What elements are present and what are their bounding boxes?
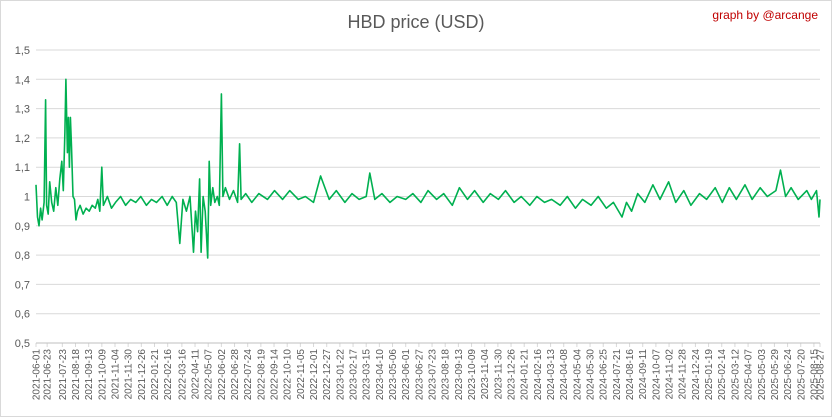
chart-title: HBD price (USD) [347,12,485,32]
x-tick-label: 2022-11-05 [296,349,307,400]
y-tick-label: 1,4 [15,74,30,86]
x-tick-label: 2021-12-26 [137,349,148,401]
x-tick-label: 2022-01-21 [150,349,161,401]
x-tick-label: 2021-07-23 [58,349,69,401]
x-tick-label: 2023-06-27 [414,349,425,401]
x-tick-label: 2023-03-15 [362,349,373,401]
y-tick-label: 1,3 [15,104,30,116]
x-tick-label: 2022-10-10 [283,349,294,401]
x-tick-label: 2025-04-07 [744,349,755,401]
x-tick-label: 2024-01-21 [520,349,531,401]
x-tick-label: 2022-04-11 [191,349,202,400]
x-tick-label: 2025-05-29 [770,349,781,401]
x-axis: 2021-06-01 2021-06-23 2021-07-23 2021-08-18… [32,342,827,401]
x-tick-label: 2023-06-01 [401,349,412,401]
y-tick-label: 0,5 [15,338,30,350]
x-tick-label: 2021-10-09 [97,349,108,401]
x-tick-label: 2023-04-10 [375,349,386,401]
x-tick-label: 2024-04-08 [559,349,570,401]
x-tick-label: 2024-05-04 [572,349,583,401]
y-tick-label: 0,8 [15,250,30,262]
x-tick-label: 2022-09-14 [270,349,281,401]
y-tick-label: 0,9 [15,221,30,233]
series-line-0 [35,78,821,259]
x-tick-label: 2025-01-19 [704,349,715,401]
x-tick-label: 2023-11-04 [480,349,491,400]
x-tick-label: 2021-08-18 [71,349,82,401]
x-tick-label: 2025-03-12 [730,349,741,401]
x-tick-label: 2022-03-16 [177,349,188,401]
chart-credit: graph by @arcange [712,8,818,22]
x-tick-label: 2025-06-24 [783,349,794,401]
x-tick-label: 2024-08-16 [625,349,636,401]
x-tick-label: 2024-05-30 [586,349,597,401]
x-tick-label: 2021-11-04 [111,349,122,400]
x-tick-label: 2024-11-02 [665,349,676,400]
x-tick-label: 2022-08-19 [256,349,267,401]
x-tick-label: 2025-07-20 [796,349,807,401]
y-tick-label: 0,7 [15,279,30,291]
y-tick-label: 1,1 [15,162,30,174]
x-tick-label: 2024-11-28 [678,349,689,400]
x-tick-label: 2025-02-14 [717,349,728,401]
y-tick-label: 0,6 [15,309,30,321]
x-tick-label: 2021-11-30 [124,349,135,400]
x-tick-label: 2025-05-03 [757,349,768,401]
x-tick-label: 2022-12-01 [309,349,320,401]
x-tick-label: 2022-06-02 [217,349,228,401]
x-tick-label: 2024-02-16 [533,349,544,401]
x-tick-label: 2023-09-13 [454,349,465,401]
x-tick-label: 2023-01-22 [335,349,346,401]
x-tick-label: 2024-07-21 [612,349,623,401]
x-tick-label: 2025-08-27 [816,349,827,401]
x-tick-label: 2023-08-18 [441,349,452,401]
x-tick-label: 2022-02-16 [163,349,174,401]
x-tick-label: 2022-05-07 [204,349,215,401]
x-tick-label: 2023-11-30 [493,349,504,400]
series-group [35,78,821,259]
x-tick-label: 2024-06-25 [599,349,610,401]
x-tick-label: 2023-05-06 [388,349,399,401]
gridlines [36,49,820,344]
y-tick-label: 1,2 [15,133,30,145]
y-axis: 0,5 0,6 0,7 0,8 0,9 1 1,1 1,2 1,3 1,4 1,5 [15,45,30,350]
x-tick-label: 2022-12-27 [322,349,333,401]
x-tick-label: 2023-02-17 [349,349,360,401]
x-tick-label: 2024-03-13 [546,349,557,401]
x-tick-label: 2024-10-07 [651,349,662,401]
x-tick-label: 2023-10-09 [467,349,478,401]
x-tick-label: 2022-06-28 [230,349,241,401]
x-tick-label: 2023-12-26 [507,349,518,401]
x-tick-label: 2021-06-01 [32,349,43,401]
y-tick-label: 1 [24,192,30,204]
x-tick-label: 2023-07-23 [428,349,439,401]
x-tick-label: 2022-07-24 [243,349,254,401]
x-tick-label: 2025-08-15 [809,349,820,401]
x-tick-label: 2024-12-24 [691,349,702,401]
x-tick-label: 2021-06-23 [43,349,54,401]
x-tick-label: 2021-09-13 [84,349,95,401]
x-tick-label: 2024-09-11 [638,349,649,400]
y-tick-label: 1,5 [15,45,30,57]
